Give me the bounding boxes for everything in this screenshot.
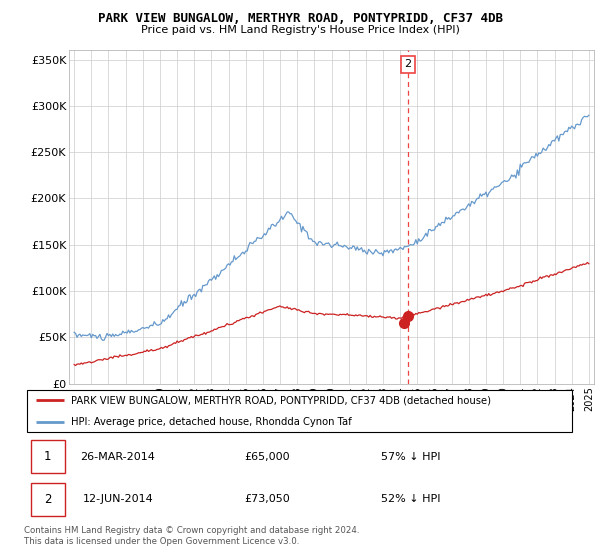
Text: Price paid vs. HM Land Registry's House Price Index (HPI): Price paid vs. HM Land Registry's House … xyxy=(140,25,460,35)
Text: PARK VIEW BUNGALOW, MERTHYR ROAD, PONTYPRIDD, CF37 4DB: PARK VIEW BUNGALOW, MERTHYR ROAD, PONTYP… xyxy=(97,12,503,25)
Bar xyxy=(31,440,65,473)
Text: £73,050: £73,050 xyxy=(244,494,290,505)
Text: 12-JUN-2014: 12-JUN-2014 xyxy=(82,494,153,505)
Text: 57% ↓ HPI: 57% ↓ HPI xyxy=(380,452,440,462)
Bar xyxy=(31,483,65,516)
Text: 2: 2 xyxy=(404,59,412,69)
Text: 1: 1 xyxy=(44,450,52,463)
Text: 26-MAR-2014: 26-MAR-2014 xyxy=(80,452,155,462)
Text: PARK VIEW BUNGALOW, MERTHYR ROAD, PONTYPRIDD, CF37 4DB (detached house): PARK VIEW BUNGALOW, MERTHYR ROAD, PONTYP… xyxy=(71,395,491,405)
Text: HPI: Average price, detached house, Rhondda Cynon Taf: HPI: Average price, detached house, Rhon… xyxy=(71,417,352,427)
Text: 2: 2 xyxy=(44,493,52,506)
Text: Contains HM Land Registry data © Crown copyright and database right 2024.
This d: Contains HM Land Registry data © Crown c… xyxy=(24,526,359,546)
Text: £65,000: £65,000 xyxy=(244,452,290,462)
Text: 52% ↓ HPI: 52% ↓ HPI xyxy=(380,494,440,505)
